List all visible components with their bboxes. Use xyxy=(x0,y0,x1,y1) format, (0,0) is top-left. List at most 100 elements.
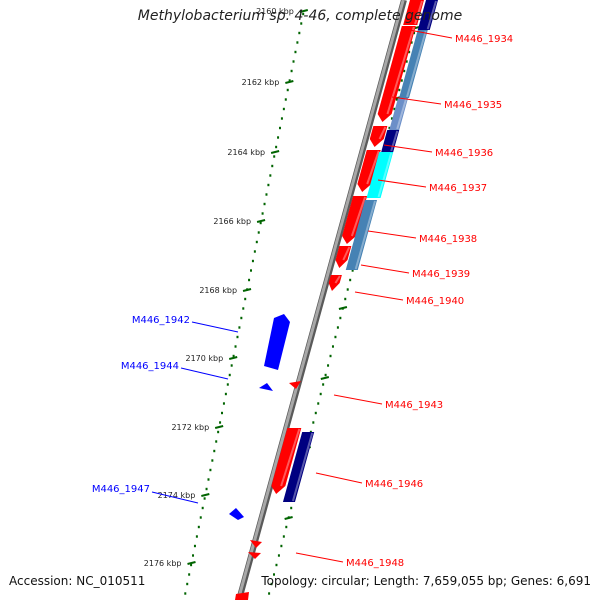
tick-dot xyxy=(319,392,322,396)
tick-dot xyxy=(192,554,195,557)
tick-dot xyxy=(232,354,235,358)
tick-dot xyxy=(278,126,281,130)
kbp-tick-label: 2170 kbp xyxy=(185,354,223,363)
genome-summary-text: Topology: circular; Length: 7,659,055 bp… xyxy=(261,574,591,588)
tick-dot xyxy=(184,592,187,595)
tick-dot xyxy=(324,373,327,377)
tick-dot xyxy=(269,174,272,177)
tick-dot xyxy=(275,563,278,567)
gene-label-right: M446_1934 xyxy=(455,34,513,45)
gene-label-left: M446_1944 xyxy=(121,361,179,372)
tick-dot xyxy=(331,345,334,348)
tick-dot xyxy=(288,79,291,82)
forward-gene-sheen xyxy=(386,26,415,115)
tick-dot xyxy=(267,183,270,187)
gene-label-right: M446_1935 xyxy=(444,100,502,111)
gene-label-right: M446_1946 xyxy=(365,479,423,490)
tick-dot xyxy=(211,459,214,462)
tick-dot xyxy=(259,221,262,225)
steelblue-gene xyxy=(345,200,377,270)
tick-dot xyxy=(190,563,193,567)
gene-label-right: M446_1939 xyxy=(412,269,470,280)
tick-dot xyxy=(234,345,237,348)
tick-dot xyxy=(314,411,317,415)
forward-gene-sheen xyxy=(342,246,351,261)
backbone xyxy=(236,0,407,601)
tick-dot xyxy=(268,592,271,595)
small-forward-gene xyxy=(250,540,262,548)
tick-dot xyxy=(240,316,243,320)
tick-dot xyxy=(205,487,208,491)
tick-dot xyxy=(300,22,303,25)
tick-dot xyxy=(286,88,289,92)
forward-gene xyxy=(342,196,368,244)
navy-gene xyxy=(381,130,400,152)
tick-dot xyxy=(277,136,280,139)
tick-dot xyxy=(273,155,276,158)
tick-dot xyxy=(207,478,210,481)
tick-dot xyxy=(221,411,224,415)
navy-gene-sheen xyxy=(390,130,399,152)
gene-leader-line xyxy=(383,144,433,153)
gene-leader-line xyxy=(295,552,344,563)
kbp-tick xyxy=(285,80,294,84)
tick-dot xyxy=(390,117,393,120)
gene-label-right: M446_1936 xyxy=(435,148,493,159)
tick-dot xyxy=(257,231,260,234)
tick-dot xyxy=(282,535,285,538)
cyan-gene xyxy=(366,152,394,198)
reverse-gene xyxy=(259,383,273,391)
tick-dot xyxy=(186,582,189,586)
kbp-tick-label: 2162 kbp xyxy=(242,78,280,87)
tick-dot xyxy=(292,60,295,63)
navy-gene xyxy=(282,432,315,502)
tick-dot xyxy=(327,364,330,367)
kbp-tick xyxy=(201,493,210,497)
gene-leader-line xyxy=(354,291,404,301)
tick-dot xyxy=(398,88,401,92)
tick-dot xyxy=(226,383,229,386)
gene-label-right: M446_1937 xyxy=(429,183,487,194)
tick-marks: 2160 kbp 2162 kbp 2164 kbp 2166 kbp 2168 kbp… xyxy=(144,7,309,568)
tick-dot xyxy=(317,402,320,405)
tick-dash xyxy=(284,516,293,520)
kbp-tick xyxy=(270,150,280,154)
gene-leader-line xyxy=(377,179,427,188)
tick-dot xyxy=(298,31,301,35)
tick-dot xyxy=(280,544,283,548)
accession-text: Accession: NC_010511 xyxy=(9,574,146,588)
tick-dot xyxy=(251,259,254,263)
steelblue-gene-sheen xyxy=(354,200,376,270)
gene-leader-line xyxy=(367,230,417,239)
kbp-tick-label: 2160 kbp xyxy=(256,7,294,16)
reverse-gene xyxy=(229,508,244,520)
gene-leader-line xyxy=(180,367,229,380)
tick-dot xyxy=(280,117,283,120)
tick-dot xyxy=(238,326,241,329)
kbp-tick-label: 2166 kbp xyxy=(213,217,251,226)
tick-dot xyxy=(294,50,297,54)
tick-dot xyxy=(253,250,256,253)
tick-dot xyxy=(290,506,293,510)
tick-dot xyxy=(265,193,268,196)
lightblue-gene-sheen xyxy=(396,98,408,130)
tick-dot xyxy=(344,297,347,301)
lightblue-gene xyxy=(389,98,409,130)
reverse-gene xyxy=(264,314,290,370)
tick-dot xyxy=(277,554,280,557)
forward-gene-sheen xyxy=(366,150,380,185)
tick-dot xyxy=(197,525,200,529)
gene-leader-line xyxy=(391,96,442,105)
tick-dot xyxy=(248,278,251,282)
tick-dot xyxy=(395,98,398,101)
tick-dot xyxy=(413,31,416,35)
gene-leader-line xyxy=(403,28,453,39)
forward-gene xyxy=(335,246,352,268)
tick-dot xyxy=(219,421,222,424)
tick-dot xyxy=(228,373,231,377)
tick-dot xyxy=(193,544,196,548)
forward-gene xyxy=(271,428,302,494)
tick-dash xyxy=(320,376,330,380)
forward-gene xyxy=(357,150,381,192)
